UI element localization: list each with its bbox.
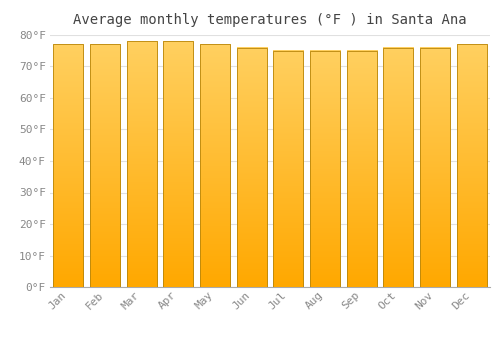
Bar xyxy=(274,51,304,287)
Bar xyxy=(236,48,266,287)
Bar xyxy=(54,44,84,287)
Bar xyxy=(126,41,156,287)
Bar xyxy=(346,51,376,287)
Bar xyxy=(200,44,230,287)
Bar xyxy=(310,51,340,287)
Bar xyxy=(456,44,486,287)
Bar xyxy=(420,48,450,287)
Bar xyxy=(164,41,194,287)
Title: Average monthly temperatures (°F ) in Santa Ana: Average monthly temperatures (°F ) in Sa… xyxy=(73,13,467,27)
Bar xyxy=(90,44,120,287)
Bar xyxy=(384,48,414,287)
